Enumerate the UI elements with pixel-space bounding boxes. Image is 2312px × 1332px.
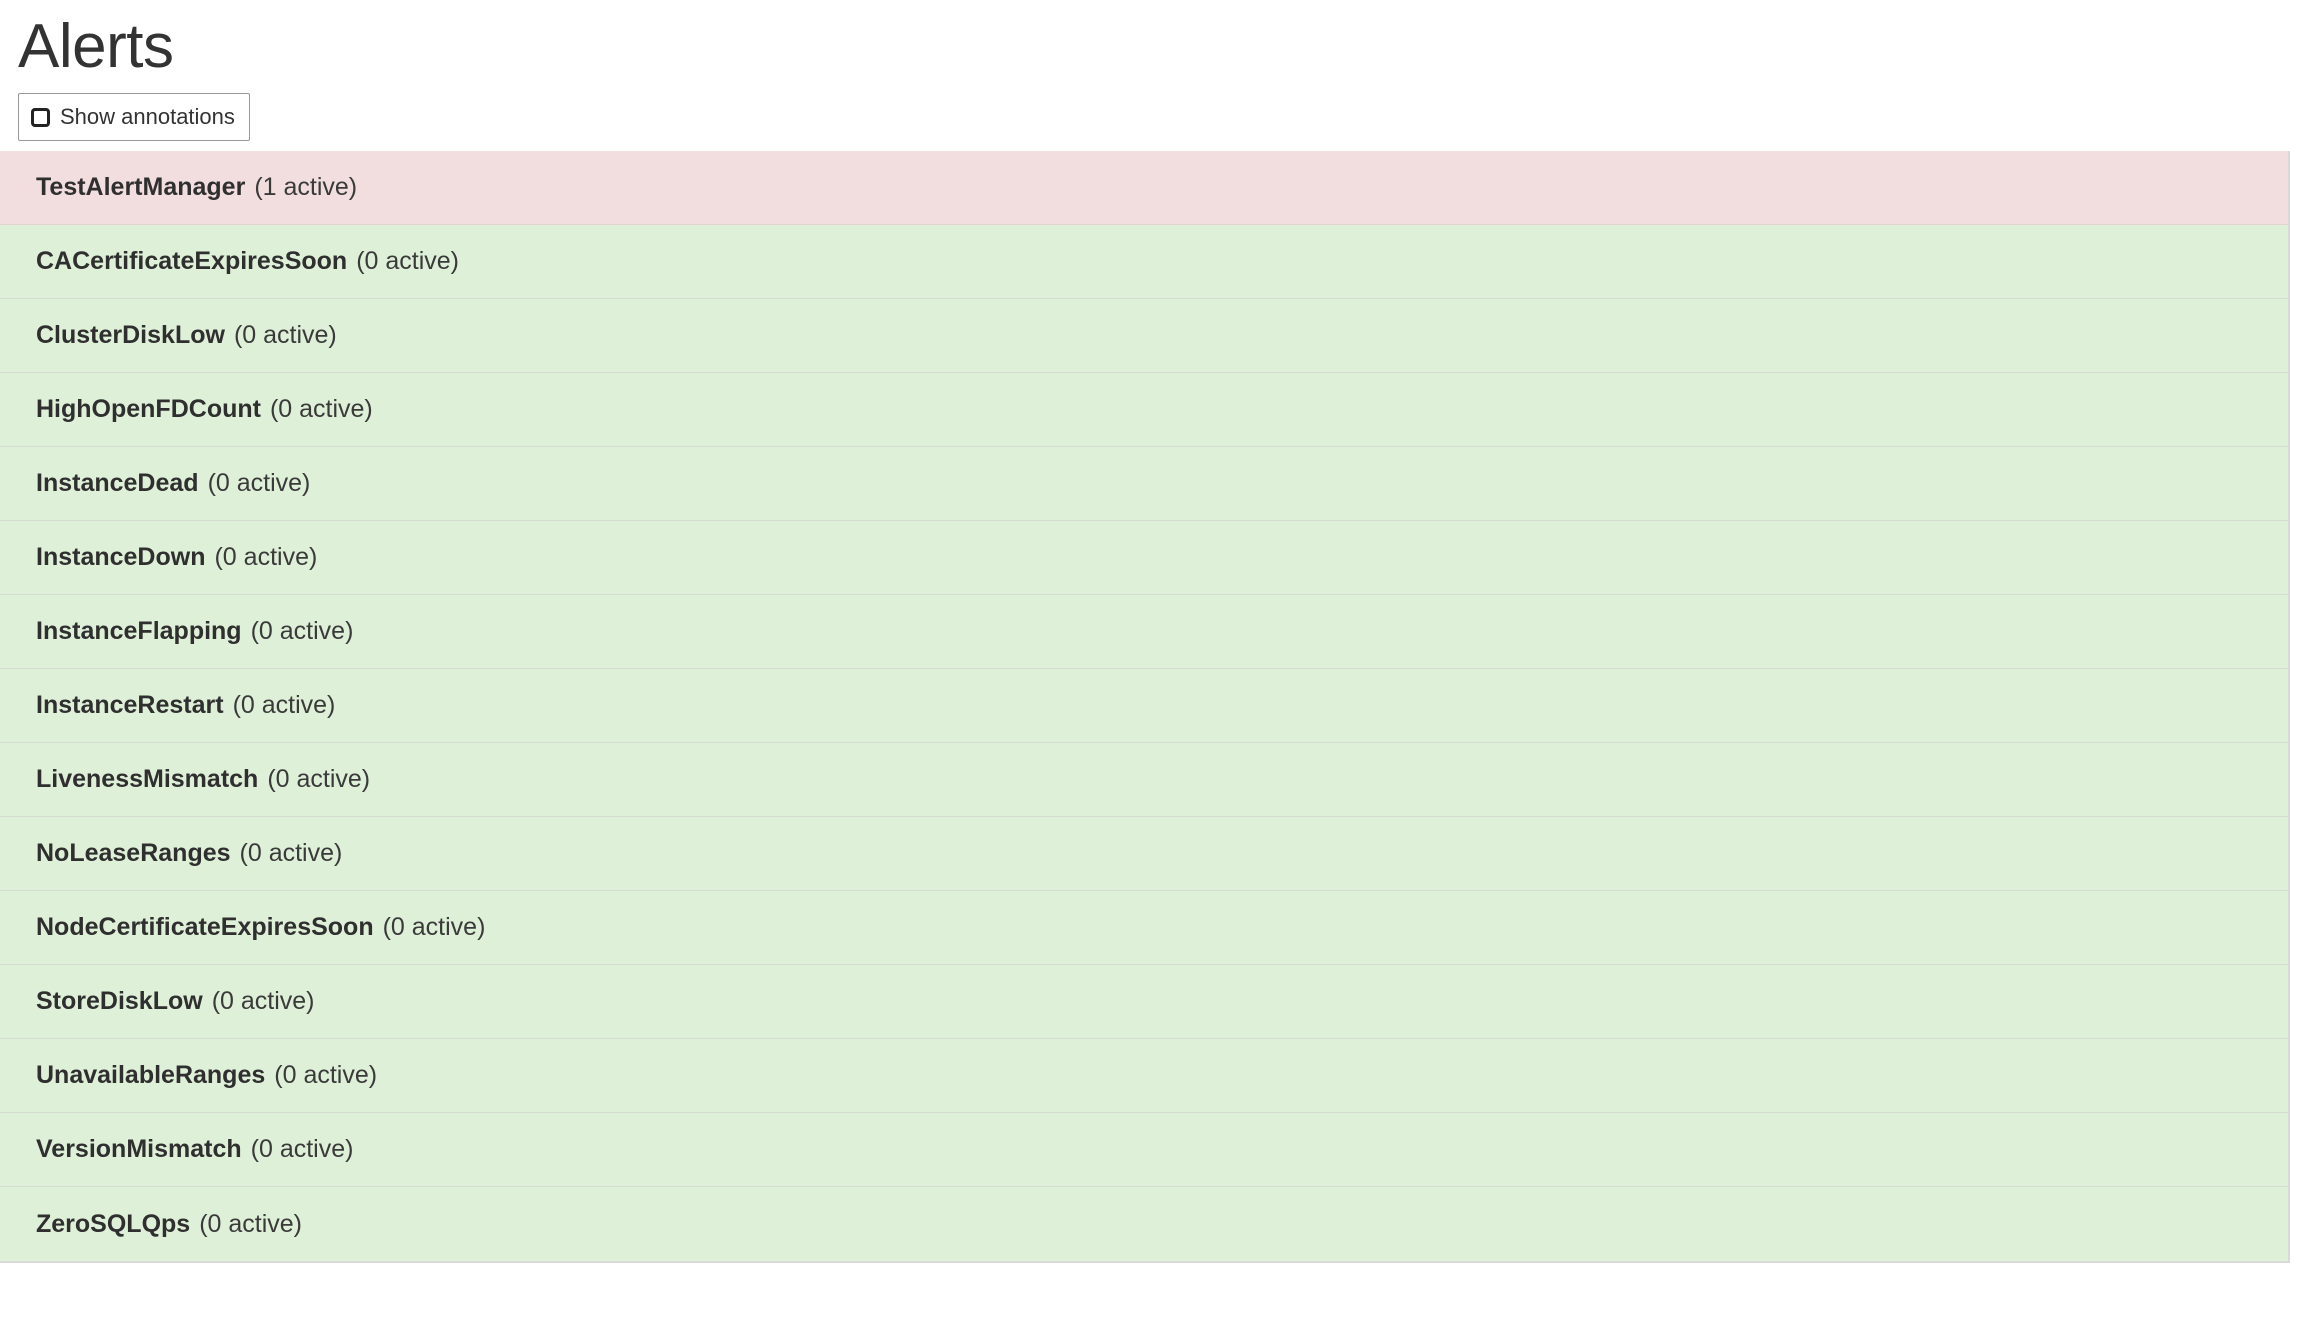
alert-row[interactable]: TestAlertManager (1 active) <box>0 151 2288 226</box>
alert-rule-name: LivenessMismatch <box>36 765 259 794</box>
alert-rule-name: NoLeaseRanges <box>36 839 231 868</box>
alert-active-count: (0 active) <box>356 247 460 276</box>
toolbar: Show annotations <box>0 79 2312 142</box>
alert-rule-name: ClusterDiskLow <box>36 321 225 350</box>
alert-active-count: (0 active) <box>232 691 336 720</box>
alert-row[interactable]: VersionMismatch (0 active) <box>0 1113 2288 1188</box>
alert-rule-name: CACertificateExpiresSoon <box>36 247 348 276</box>
alert-active-count: (0 active) <box>214 543 318 572</box>
alert-row[interactable]: ClusterDiskLow (0 active) <box>0 299 2288 374</box>
alert-active-count: (0 active) <box>250 617 354 646</box>
alert-active-count: (0 active) <box>382 913 486 942</box>
alert-active-count: (0 active) <box>211 987 315 1016</box>
alert-list: TestAlertManager (1 active) CACertificateE… <box>0 151 2290 1264</box>
alert-active-count: (0 active) <box>233 321 337 350</box>
alert-active-count: (0 active) <box>274 1061 378 1090</box>
alert-active-count: (0 active) <box>239 839 343 868</box>
alert-rule-name: InstanceDead <box>36 469 199 498</box>
alert-row[interactable]: ZeroSQLQps (0 active) <box>0 1187 2288 1262</box>
alert-active-count: (0 active) <box>199 1209 302 1238</box>
alert-row[interactable]: InstanceDead (0 active) <box>0 447 2288 522</box>
alert-row[interactable]: CACertificateExpiresSoon (0 active) <box>0 225 2288 300</box>
alert-rule-name: TestAlertManager <box>36 173 246 202</box>
alert-active-count: (1 active) <box>254 173 358 202</box>
page-title: Alerts <box>18 12 174 81</box>
alert-row[interactable]: UnavailableRanges (0 active) <box>0 1039 2288 1114</box>
alert-active-count: (0 active) <box>250 1135 354 1164</box>
alert-rule-name: InstanceFlapping <box>36 617 242 646</box>
alert-rule-name: NodeCertificateExpiresSoon <box>36 913 374 942</box>
alert-rule-name: InstanceDown <box>36 543 206 572</box>
alert-row[interactable]: StoreDiskLow (0 active) <box>0 965 2288 1040</box>
alert-rule-name: VersionMismatch <box>36 1135 242 1164</box>
alert-rule-name: StoreDiskLow <box>36 987 203 1016</box>
alert-row[interactable]: HighOpenFDCount (0 active) <box>0 373 2288 448</box>
alert-row[interactable]: InstanceRestart (0 active) <box>0 669 2288 744</box>
alert-row[interactable]: InstanceFlapping (0 active) <box>0 595 2288 670</box>
alert-rule-name: HighOpenFDCount <box>36 395 261 424</box>
alert-row[interactable]: LivenessMismatch (0 active) <box>0 743 2288 818</box>
alert-active-count: (0 active) <box>207 469 311 498</box>
alert-row[interactable]: NodeCertificateExpiresSoon (0 active) <box>0 891 2288 966</box>
checkbox-unchecked-icon <box>31 107 50 127</box>
alert-row[interactable]: InstanceDown (0 active) <box>0 521 2288 596</box>
show-annotations-label: Show annotations <box>60 104 235 130</box>
alert-active-count: (0 active) <box>267 765 371 794</box>
show-annotations-toggle[interactable]: Show annotations <box>18 93 250 142</box>
alert-active-count: (0 active) <box>269 395 373 424</box>
alert-rule-name: InstanceRestart <box>36 691 224 720</box>
alert-row[interactable]: NoLeaseRanges (0 active) <box>0 817 2288 892</box>
alert-rule-name: UnavailableRanges <box>36 1061 266 1090</box>
alert-rule-name: ZeroSQLQps <box>36 1209 191 1238</box>
